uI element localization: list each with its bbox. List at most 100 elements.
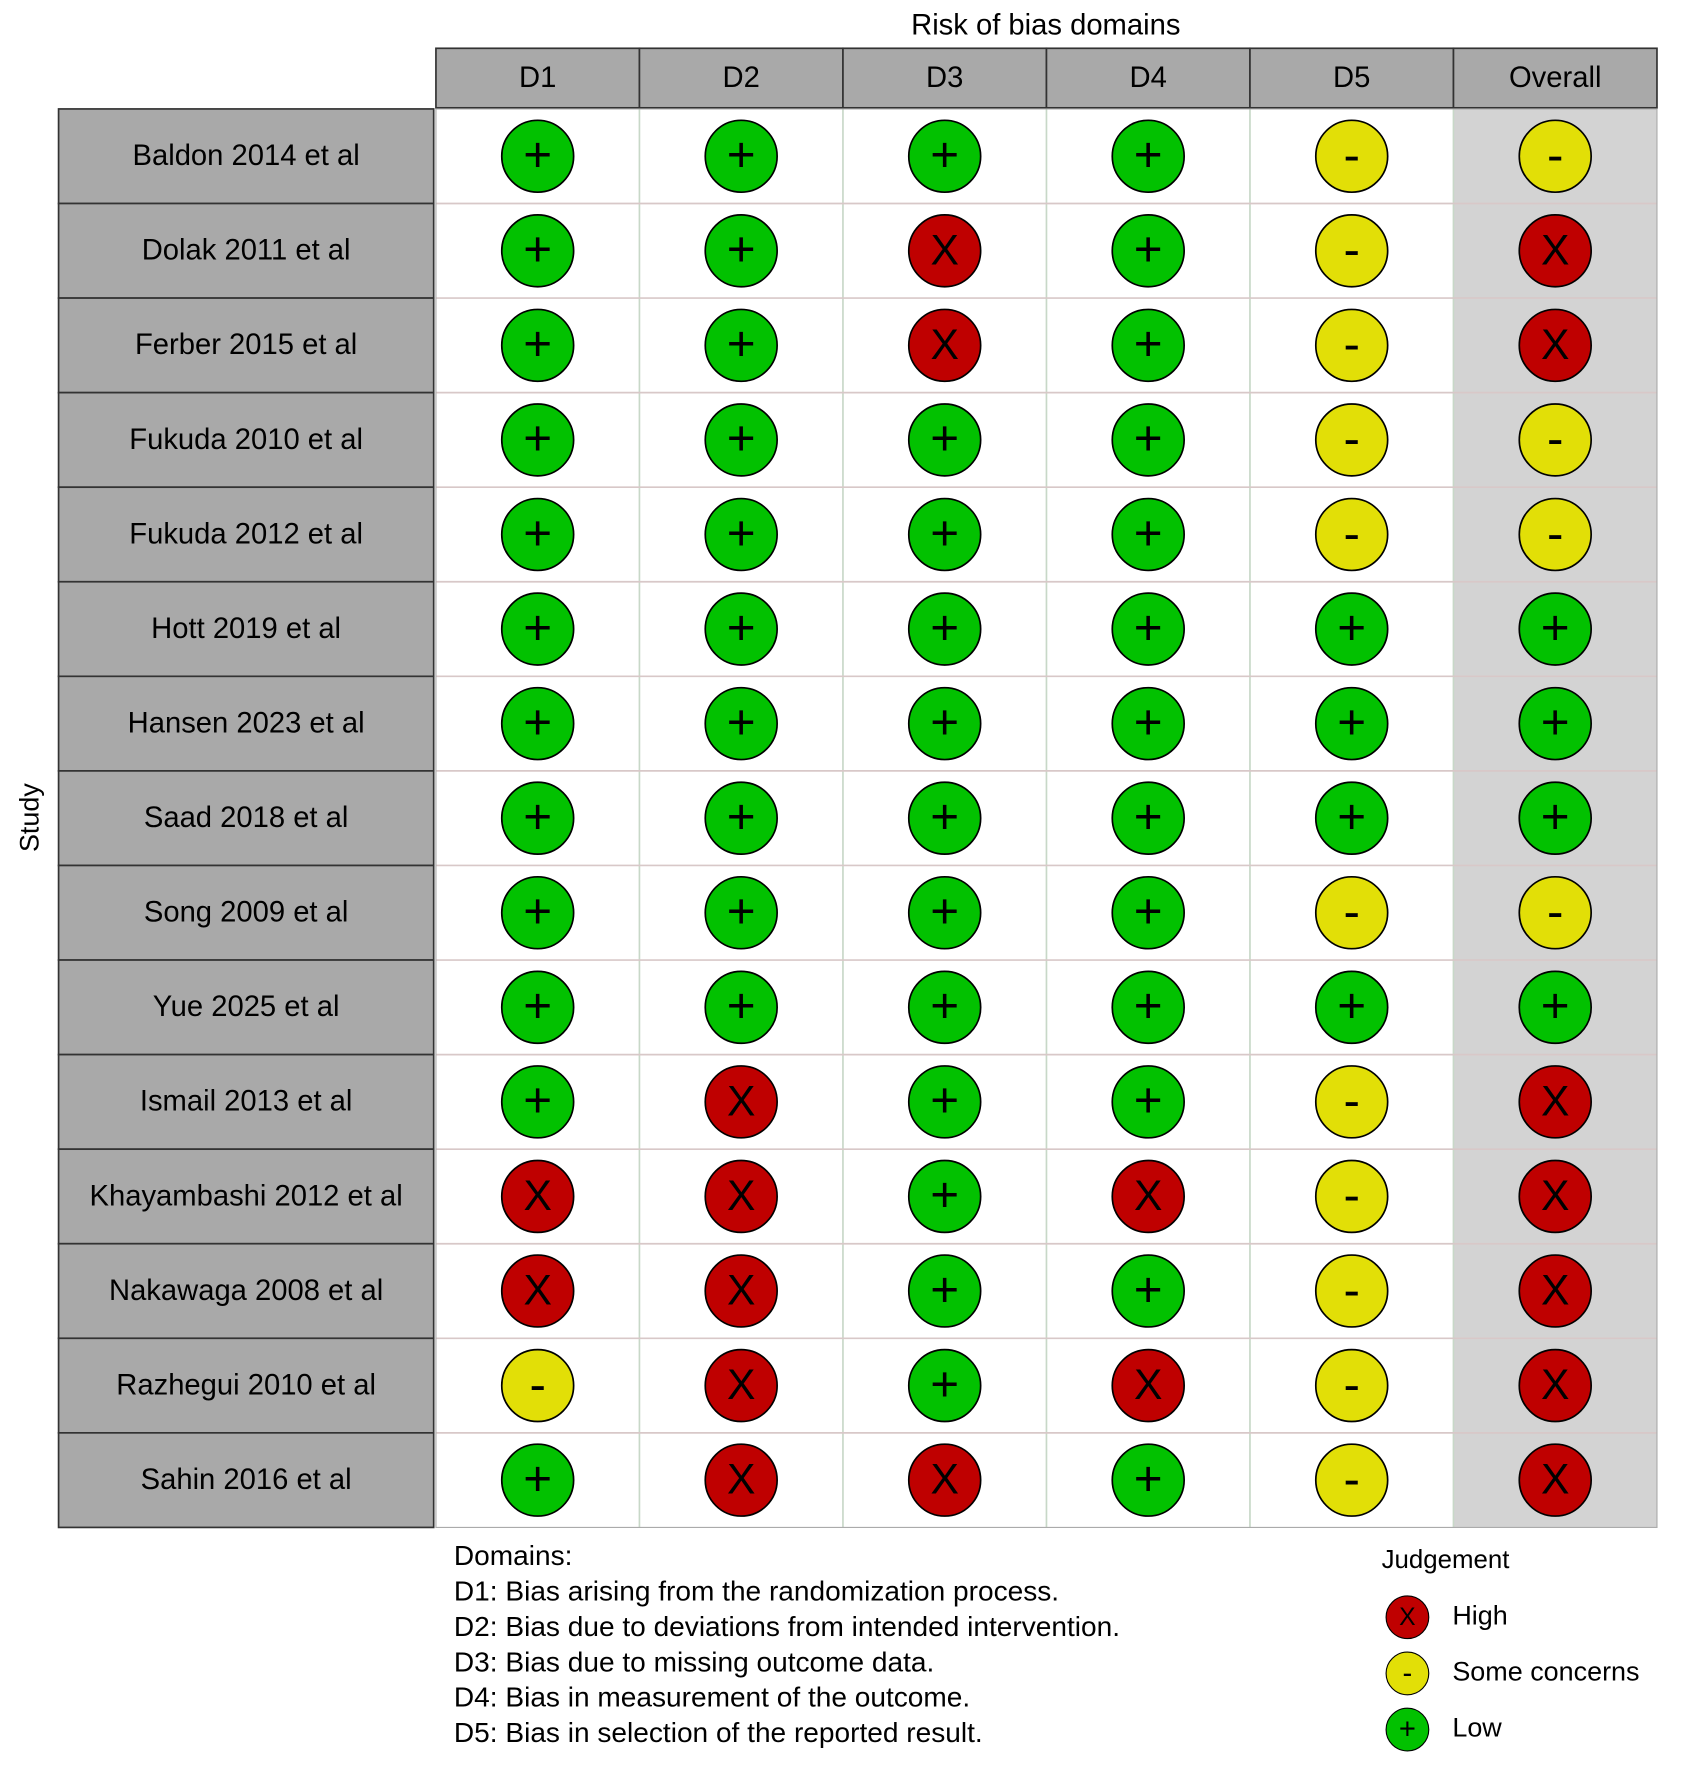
judgement-dot	[907, 592, 982, 666]
grid-border	[435, 108, 1658, 1528]
judgement-dot	[1314, 1254, 1389, 1328]
judgement-symbol: X	[727, 1456, 755, 1504]
judgement-dot	[907, 1159, 982, 1234]
judgement-symbol: +	[1134, 128, 1163, 183]
study-cell	[57, 297, 435, 394]
judgement-dot	[500, 875, 575, 950]
study-cell	[57, 486, 435, 583]
judgement-dot	[500, 1348, 575, 1423]
study-cell	[57, 770, 435, 867]
judgement-dot	[907, 1254, 982, 1328]
column-header	[842, 47, 1048, 109]
judgement-symbol: +	[727, 506, 756, 561]
judgement-symbol: +	[930, 884, 959, 939]
judgement-symbol: X	[1541, 1172, 1569, 1220]
judgement-dot	[907, 119, 982, 194]
judgement-symbol: -	[1547, 506, 1563, 561]
judgement-symbol: -	[1547, 884, 1563, 939]
judgement-symbol: X	[1134, 1172, 1162, 1220]
study-cell	[57, 391, 435, 489]
judgement-symbol: +	[1134, 789, 1163, 844]
judgement-symbol: +	[1541, 789, 1570, 844]
judgement-dot	[907, 403, 982, 477]
judgement-symbol: X	[1541, 1361, 1569, 1409]
study-cell	[57, 202, 435, 299]
judgement-dot	[907, 781, 982, 855]
judgement-symbol: +	[1134, 1262, 1163, 1317]
judgement-dot	[1111, 497, 1185, 572]
judgement-symbol: +	[930, 979, 959, 1034]
judgement-dot	[1111, 119, 1185, 194]
judgement-dot	[907, 1443, 982, 1517]
judgement-symbol: +	[727, 979, 756, 1034]
judgement-symbol: +	[1134, 1073, 1163, 1128]
judgement-dot	[704, 119, 778, 194]
judgement-dot	[704, 497, 778, 572]
judgement-symbol: -	[1547, 128, 1563, 183]
legend-title: Judgement	[1382, 1546, 1510, 1574]
judgement-dot	[500, 1159, 575, 1234]
judgement-symbol: X	[1541, 321, 1569, 369]
judgement-dot	[1111, 686, 1185, 761]
legend-label: Low	[1452, 1713, 1502, 1743]
column-header	[1249, 47, 1455, 109]
judgement-symbol: +	[1134, 600, 1163, 655]
judgement-symbol: +	[1134, 506, 1163, 561]
judgement-dot	[500, 119, 575, 194]
judgement-symbol: -	[1343, 411, 1359, 466]
judgement-symbol: +	[523, 128, 552, 183]
judgement-symbol: +	[523, 884, 552, 939]
legend-symbol: +	[1399, 1713, 1416, 1745]
judgement-dot	[704, 1065, 778, 1139]
judgement-symbol: +	[1337, 789, 1366, 844]
judgement-dot	[1518, 970, 1593, 1045]
y-axis-label: Study	[15, 783, 45, 852]
judgement-symbol: +	[1134, 695, 1163, 750]
judgement-symbol: X	[1541, 1077, 1569, 1125]
judgement-dot	[1111, 308, 1185, 383]
study-label: Baldon 2014 et al	[133, 140, 360, 172]
judgement-dot	[1518, 497, 1593, 572]
column-label: Overall	[1509, 62, 1601, 94]
judgement-symbol: -	[1547, 411, 1563, 466]
judgement-dot	[500, 497, 575, 572]
judgement-symbol: +	[727, 222, 756, 277]
study-label: Song 2009 et al	[144, 897, 348, 929]
judgement-dot	[500, 403, 575, 477]
judgement-dot	[1111, 403, 1185, 477]
judgement-dot	[500, 781, 575, 855]
study-cell	[57, 580, 435, 678]
judgement-dot	[1518, 214, 1593, 288]
judgement-dot	[1518, 781, 1593, 855]
study-cell	[57, 959, 435, 1056]
judgement-dot	[1314, 1159, 1389, 1234]
judgement-symbol: +	[1134, 884, 1163, 939]
judgement-dot	[704, 214, 778, 288]
judgement-symbol: X	[727, 1267, 755, 1315]
study-cell	[57, 1337, 435, 1434]
judgement-dot	[1314, 308, 1389, 383]
judgement-dot	[1111, 781, 1185, 855]
judgement-dot	[500, 686, 575, 761]
domains-heading: Domains:	[454, 1540, 573, 1571]
column-label: D2	[723, 62, 760, 94]
judgement-symbol: +	[930, 1262, 959, 1317]
legend-dot	[1385, 1651, 1430, 1696]
judgement-symbol: +	[930, 695, 959, 750]
judgement-dot	[704, 686, 778, 761]
judgement-dot	[907, 497, 982, 572]
judgement-dot	[907, 308, 982, 383]
judgement-dot	[1314, 1348, 1389, 1423]
judgement-symbol: +	[930, 1073, 959, 1128]
study-label: Nakawaga 2008 et al	[109, 1275, 383, 1307]
judgement-symbol: +	[523, 411, 552, 466]
judgement-dot	[1111, 1065, 1185, 1139]
legend-label: Some concerns	[1452, 1657, 1639, 1687]
judgement-symbol: +	[727, 317, 756, 372]
legend-symbol: -	[1403, 1657, 1413, 1689]
judgement-symbol: +	[727, 789, 756, 844]
judgement-dot	[1111, 214, 1185, 288]
judgement-dot	[1518, 592, 1593, 666]
judgement-dot	[704, 1443, 778, 1517]
judgement-dot	[1314, 970, 1389, 1045]
